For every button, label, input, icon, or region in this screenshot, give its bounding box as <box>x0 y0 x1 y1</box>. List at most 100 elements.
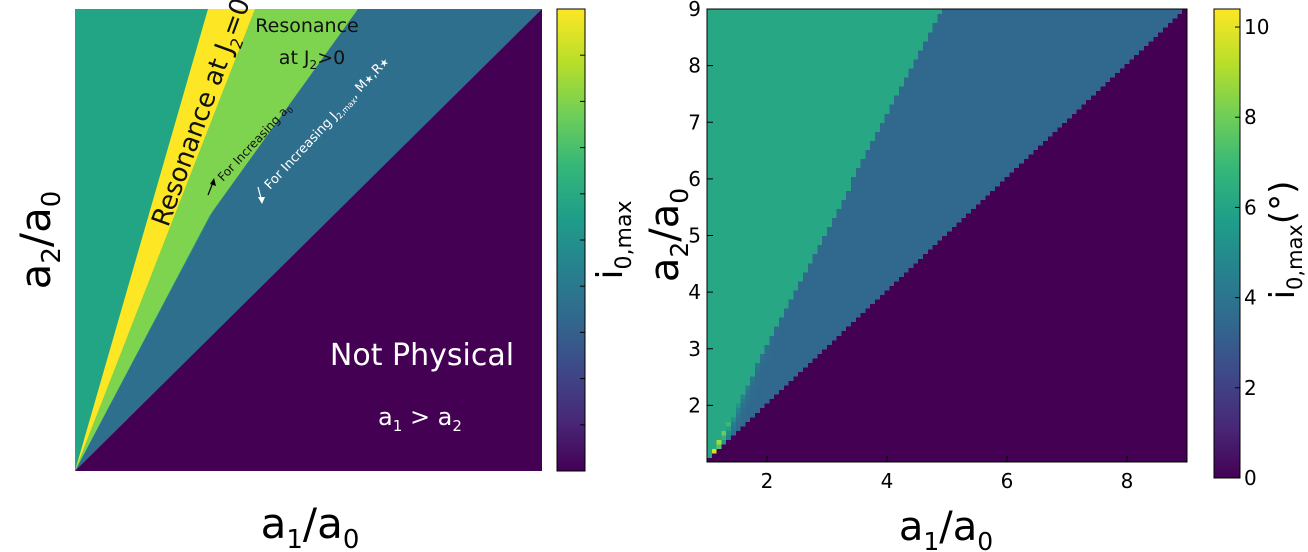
heatmap-cell <box>759 31 766 37</box>
heatmap-cell <box>908 366 914 372</box>
heatmap-cell <box>875 104 881 110</box>
heatmap-cell <box>779 144 785 151</box>
heatmap-cell <box>707 303 713 309</box>
heatmap-cell <box>903 67 910 74</box>
heatmap-cell <box>726 384 732 391</box>
heatmap-cell <box>913 18 919 24</box>
heatmap-cell <box>855 221 862 228</box>
heatmap-cell <box>903 412 910 418</box>
heatmap-cell <box>750 45 756 51</box>
heatmap-cell <box>793 135 799 141</box>
heatmap-cell <box>721 398 727 404</box>
heatmap-cell <box>860 235 866 241</box>
heatmap-cell <box>908 181 914 187</box>
heatmap-cell <box>740 99 746 105</box>
heatmap-cell <box>803 344 809 350</box>
heatmap-cell <box>817 131 823 137</box>
heatmap-cell <box>764 203 770 209</box>
heatmap-cell <box>735 172 742 178</box>
heatmap-cell <box>908 153 914 160</box>
heatmap-cell <box>860 13 866 19</box>
heatmap-cell <box>783 81 790 87</box>
heatmap-cell <box>774 163 780 169</box>
heatmap-cell <box>745 113 751 119</box>
heatmap-cell <box>851 362 857 368</box>
heatmap-cell <box>889 289 895 295</box>
heatmap-cell <box>755 54 761 60</box>
heatmap-cell <box>731 122 737 128</box>
heatmap-cell <box>831 448 838 454</box>
heatmap-cell <box>831 181 838 187</box>
heatmap-cell <box>903 294 910 300</box>
heatmap-cell <box>817 221 823 228</box>
heatmap-cell <box>755 226 761 232</box>
heatmap-cell <box>779 371 785 377</box>
heatmap-cell <box>735 13 742 19</box>
heatmap-cell <box>793 208 799 214</box>
heatmap-cell <box>860 199 866 205</box>
heatmap-cell <box>764 163 770 169</box>
heatmap-cell <box>879 353 886 359</box>
heatmap-cell <box>750 131 756 137</box>
heatmap-cell <box>783 58 790 64</box>
heatmap-cell <box>932 149 938 155</box>
heatmap-cell <box>812 49 818 55</box>
heatmap-cell <box>750 421 756 427</box>
heatmap-cell <box>817 153 823 160</box>
heatmap-cell <box>769 439 775 445</box>
heatmap-cell <box>841 244 847 250</box>
heatmap-cell <box>879 104 886 110</box>
heatmap-cell <box>817 113 823 119</box>
heatmap-cell <box>731 421 737 427</box>
heatmap-cell <box>846 226 852 232</box>
heatmap-cell <box>759 339 766 345</box>
heatmap-cell <box>860 289 866 295</box>
heatmap-cell <box>870 54 876 60</box>
heatmap-cell <box>750 18 756 24</box>
heatmap-cell <box>884 448 890 454</box>
heatmap-cell <box>870 280 876 286</box>
heatmap-cell <box>807 9 814 15</box>
heatmap-cell <box>841 104 847 110</box>
heatmap-cell <box>836 430 842 436</box>
heatmap-cell <box>726 317 732 323</box>
heatmap-cell <box>865 99 871 105</box>
heatmap-cell <box>913 407 919 413</box>
heatmap-cell <box>745 403 751 409</box>
heatmap-cell <box>927 289 934 295</box>
heatmap-cell <box>759 303 766 309</box>
heatmap-cell <box>884 81 890 87</box>
heatmap-cell <box>769 357 775 363</box>
heatmap-cell <box>774 181 780 187</box>
heatmap-cell <box>774 339 780 345</box>
heatmap-cell <box>764 36 770 42</box>
heatmap-cell <box>875 262 881 268</box>
heatmap-cell <box>745 81 751 87</box>
heatmap-cell <box>764 149 770 155</box>
heatmap-cell <box>817 199 823 205</box>
heatmap-cell <box>750 176 756 182</box>
heatmap-cell <box>745 90 751 96</box>
heatmap-cell <box>827 448 833 454</box>
heatmap-cell <box>860 99 866 105</box>
heatmap-cell <box>913 81 919 87</box>
heatmap-cell <box>812 221 818 228</box>
heatmap-cell <box>932 22 938 28</box>
heatmap-cell <box>803 176 809 182</box>
heatmap-cell <box>918 158 924 164</box>
heatmap-cell <box>735 212 742 218</box>
heatmap-cell <box>783 439 790 445</box>
heatmap-cell <box>750 149 756 155</box>
heatmap-cell <box>822 375 828 382</box>
heatmap-cell <box>807 95 814 101</box>
heatmap-cell <box>807 194 814 200</box>
heatmap-cell <box>841 18 847 24</box>
heatmap-cell <box>851 49 857 55</box>
heatmap-cell <box>932 403 938 409</box>
heatmap-cell <box>836 398 842 404</box>
heatmap-cell <box>884 9 890 15</box>
heatmap-cell <box>774 140 780 146</box>
heatmap-cell <box>879 58 886 64</box>
heatmap-cell <box>841 384 847 391</box>
heatmap-cell <box>764 335 770 341</box>
